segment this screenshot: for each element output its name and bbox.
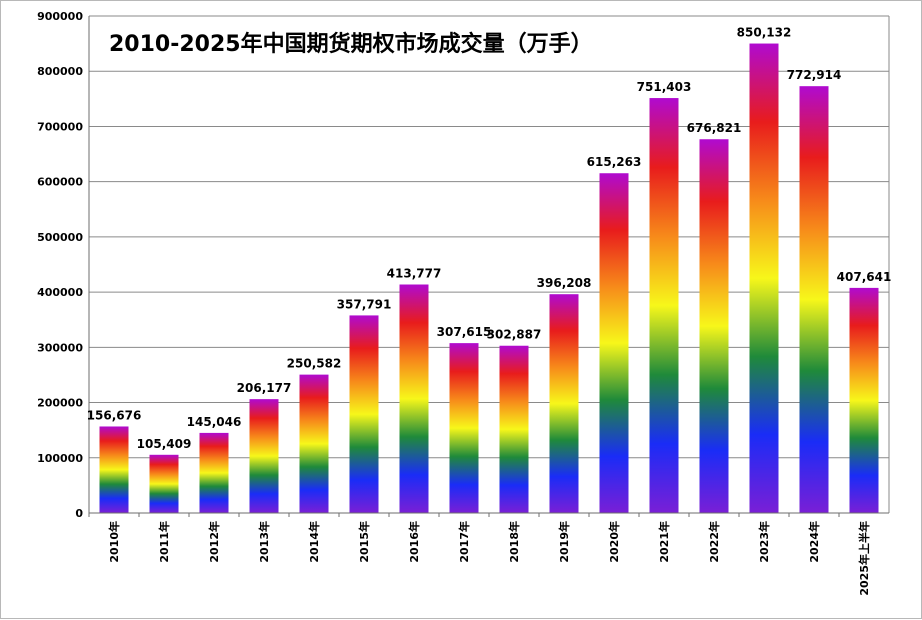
category-label: 2016年 [407, 521, 421, 563]
data-label: 156,676 [87, 408, 142, 422]
bar [699, 139, 729, 514]
data-label: 850,132 [737, 26, 792, 40]
category-label: 2024年 [807, 521, 821, 563]
data-label: 105,409 [137, 437, 192, 451]
category-label: 2012年 [207, 521, 221, 563]
data-label: 413,777 [387, 267, 442, 281]
bars [99, 43, 879, 514]
category-label: 2020年 [607, 521, 621, 563]
y-tick-label: 200000 [37, 397, 83, 410]
y-tick-label: 900000 [37, 10, 83, 23]
bar [449, 343, 479, 513]
y-tick-label: 600000 [37, 176, 83, 189]
bar [749, 43, 779, 514]
y-axis: 0 100000 200000 300000 400000 500000 600000 700… [37, 10, 890, 520]
data-label: 357,791 [337, 297, 392, 311]
data-label: 407,641 [837, 270, 892, 284]
chart-title: 2010-2025年中国期货期权市场成交量（万手） [109, 31, 593, 57]
bar [249, 399, 279, 513]
y-tick-label: 300000 [37, 341, 83, 354]
category-label: 2010年 [107, 521, 121, 563]
category-label: 2011年 [157, 521, 171, 563]
data-label: 145,046 [187, 415, 242, 429]
data-label: 676,821 [687, 121, 742, 135]
category-label: 2015年 [357, 521, 371, 563]
data-label: 615,263 [587, 155, 642, 169]
bar [599, 173, 629, 513]
x-axis: 2010年 2011年 2012年 2013年 2014年 2015年 2016年 2017年… [88, 512, 889, 596]
data-label: 206,177 [237, 381, 292, 395]
data-label: 307,615 [437, 325, 492, 339]
category-label: 2021年 [657, 521, 671, 563]
data-label: 751,403 [637, 80, 692, 94]
category-label: 2018年 [507, 521, 521, 563]
y-tick-label: 800000 [37, 65, 83, 78]
category-label: 2017年 [457, 521, 471, 563]
data-label: 250,582 [287, 357, 342, 371]
data-label: 302,887 [487, 328, 542, 342]
category-label: 2014年 [307, 521, 321, 563]
y-tick-label: 700000 [37, 120, 83, 133]
bar [799, 86, 829, 513]
category-label: 2013年 [257, 521, 271, 563]
bar [149, 454, 179, 513]
bar [299, 374, 329, 513]
bar [549, 294, 579, 513]
y-tick-label: 400000 [37, 286, 83, 299]
bar [99, 426, 129, 513]
y-tick-label: 500000 [37, 231, 83, 244]
data-label: 396,208 [537, 276, 592, 290]
bar [649, 98, 679, 513]
category-label: 2019年 [557, 521, 571, 563]
bar [199, 432, 229, 513]
category-label: 2022年 [707, 521, 721, 563]
category-label: 2023年 [757, 521, 771, 563]
y-tick-label: 100000 [37, 452, 83, 465]
bar [399, 284, 429, 513]
bar [349, 315, 379, 513]
category-label: 2025年上半年 [857, 521, 871, 596]
y-tick-label: 0 [75, 507, 83, 520]
bar [499, 345, 529, 513]
bar [849, 287, 879, 513]
data-labels: 156,676 105,409 145,046 206,177 250,582 357,7… [87, 26, 892, 451]
data-label: 772,914 [787, 68, 842, 82]
